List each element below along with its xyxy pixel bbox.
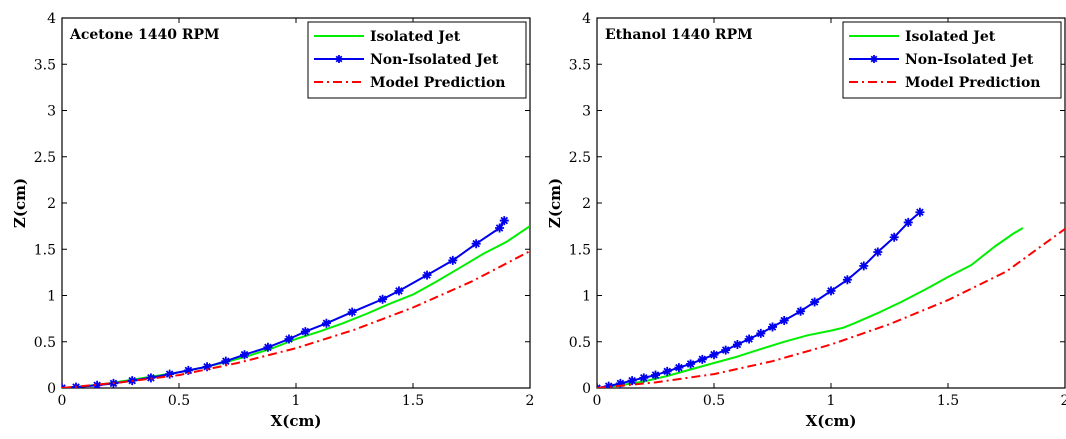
data-point-marker xyxy=(300,327,310,337)
series-line xyxy=(597,228,1065,388)
data-point-marker xyxy=(202,362,212,372)
data-point-marker xyxy=(321,318,331,328)
x-axis-label: X(cm) xyxy=(271,412,322,430)
x-tick-label: 1.5 xyxy=(402,393,424,409)
legend-marker xyxy=(335,55,343,63)
series-1 xyxy=(597,227,1024,388)
data-point-marker xyxy=(697,354,707,364)
data-point-marker xyxy=(639,373,649,383)
data-point-marker xyxy=(499,216,509,226)
x-tick-label: 0.5 xyxy=(703,393,725,409)
y-axis-label: Z(cm) xyxy=(546,178,564,228)
y-tick-label: 2.5 xyxy=(34,150,56,166)
chart-panel-1: 0 0.5 1 1.5 2 0 0.5 1 1.5 2 2.5 3 3.5 4 X(cm) Z(cm) Acet… xyxy=(11,11,534,430)
data-point-marker xyxy=(394,286,404,296)
data-point-marker xyxy=(615,378,625,388)
data-point-marker xyxy=(378,294,388,304)
data-point-marker xyxy=(347,307,357,317)
legend-label: Isolated Jet xyxy=(370,29,461,45)
x-tick-label: 1 xyxy=(292,393,301,409)
y-tick-label: 3.5 xyxy=(569,57,591,73)
data-point-marker xyxy=(826,286,836,296)
data-point-marker xyxy=(744,334,754,344)
x-tick-label: 0.5 xyxy=(168,393,190,409)
y-tick-label: 4 xyxy=(582,11,591,27)
data-point-marker xyxy=(810,297,820,307)
x-tick-label: 0 xyxy=(58,393,67,409)
legend-marker xyxy=(870,55,878,63)
data-point-marker xyxy=(732,340,742,350)
panel-title: Acetone 1440 RPM xyxy=(69,27,220,43)
data-point-marker xyxy=(284,334,294,344)
y-tick-label: 1 xyxy=(582,289,591,305)
series-3 xyxy=(597,228,1065,388)
series-3 xyxy=(62,250,530,388)
y-tick-label: 3 xyxy=(47,104,56,120)
y-tick-label: 0.5 xyxy=(34,335,56,351)
series-2 xyxy=(597,207,925,388)
data-point-marker xyxy=(495,223,505,233)
data-point-marker xyxy=(674,363,684,373)
data-point-marker xyxy=(422,270,432,280)
y-tick-label: 0 xyxy=(582,381,591,397)
x-tick-label: 0 xyxy=(593,393,602,409)
y-tick-label: 3.5 xyxy=(34,57,56,73)
data-point-marker xyxy=(779,315,789,325)
legend-label: Isolated Jet xyxy=(905,29,996,45)
data-point-marker xyxy=(651,370,660,380)
legend: Isolated Jet Non-Isolated Jet Model Predic… xyxy=(842,21,1062,99)
data-point-marker xyxy=(471,239,481,249)
legend-label: Model Prediction xyxy=(905,75,1040,91)
legend: Isolated Jet Non-Isolated Jet Model Predic… xyxy=(307,21,527,99)
x-tick-label: 1 xyxy=(827,393,836,409)
y-tick-label: 1 xyxy=(47,289,56,305)
y-tick-label: 0 xyxy=(47,381,56,397)
x-axis-label: X(cm) xyxy=(806,412,857,430)
data-point-marker xyxy=(721,345,731,355)
data-point-marker xyxy=(263,342,273,352)
data-point-marker xyxy=(627,376,637,386)
data-point-marker xyxy=(756,328,766,338)
data-point-marker xyxy=(915,207,925,217)
data-point-marker xyxy=(92,380,102,388)
data-point-marker xyxy=(768,322,777,332)
data-point-marker xyxy=(165,369,175,379)
data-point-marker xyxy=(662,366,672,376)
data-point-marker xyxy=(448,255,458,265)
data-point-marker xyxy=(859,261,869,271)
data-point-marker xyxy=(604,381,614,388)
data-point-marker xyxy=(842,275,852,285)
panel-title: Ethanol 1440 RPM xyxy=(605,27,753,43)
chart-panel-2: 0 0.5 1 1.5 2 0 0.5 1 1.5 2 2.5 3 3.5 4 X(cm) Z(cm) Etha… xyxy=(546,11,1066,430)
x-tick-label: 2 xyxy=(526,393,535,409)
data-point-marker xyxy=(183,365,193,375)
y-tick-label: 2 xyxy=(582,196,591,212)
y-tick-label: 2 xyxy=(47,196,56,212)
y-tick-label: 3 xyxy=(582,104,591,120)
legend-label: Model Prediction xyxy=(370,75,505,91)
data-point-marker xyxy=(686,359,696,369)
series-line xyxy=(597,227,1024,388)
series-line xyxy=(62,250,530,388)
y-tick-label: 1.5 xyxy=(569,242,591,258)
x-tick-label: 1.5 xyxy=(937,393,959,409)
data-point-marker xyxy=(873,247,883,257)
y-tick-label: 1.5 xyxy=(34,242,56,258)
x-tick-label: 2 xyxy=(1061,393,1066,409)
data-point-marker xyxy=(889,232,899,242)
data-point-marker xyxy=(221,356,231,366)
data-point-marker xyxy=(240,350,250,360)
y-tick-label: 2.5 xyxy=(569,150,591,166)
data-point-marker xyxy=(796,306,806,316)
y-tick-label: 0.5 xyxy=(569,335,591,351)
legend-label: Non-Isolated Jet xyxy=(905,52,1034,68)
y-axis-label: Z(cm) xyxy=(11,178,29,228)
data-point-marker xyxy=(903,217,913,227)
y-tick-label: 4 xyxy=(47,11,56,27)
legend-label: Non-Isolated Jet xyxy=(370,52,499,68)
data-point-marker xyxy=(709,350,719,360)
